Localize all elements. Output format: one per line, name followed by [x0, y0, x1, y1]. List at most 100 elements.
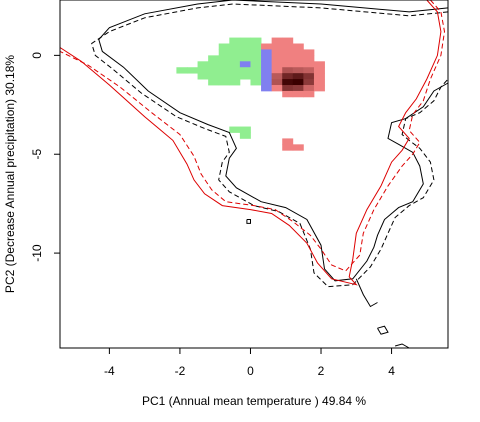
- density-cell: [239, 37, 251, 44]
- density-cell: [250, 43, 262, 50]
- density-cell: [292, 85, 304, 92]
- y-axis-label: PC2 (Decrease Annual precipitation) 30.1…: [3, 55, 17, 293]
- density-cell: [261, 61, 273, 68]
- x-tick-label: -4: [104, 364, 115, 378]
- density-cell: [218, 49, 230, 56]
- y-tick-label: 0: [30, 52, 44, 59]
- black-solid-contour: [377, 325, 389, 335]
- density-cell: [261, 49, 273, 56]
- density-cell: [229, 49, 241, 56]
- density-cell: [271, 67, 283, 74]
- density-cell: [208, 55, 220, 62]
- plot-frame: [59, 0, 449, 349]
- density-cell: [292, 55, 304, 62]
- density-cell: [292, 79, 304, 86]
- density-cell: [282, 37, 294, 44]
- density-cell: [197, 61, 209, 68]
- density-cell: [282, 49, 294, 56]
- density-cell: [292, 73, 304, 80]
- density-cell: [218, 43, 230, 50]
- density-cell: [239, 67, 251, 74]
- density-cell: [229, 79, 241, 86]
- density-cell: [303, 49, 315, 56]
- density-cell: [218, 79, 230, 86]
- density-cell: [271, 37, 283, 44]
- density-cell: [282, 79, 294, 86]
- density-cell: [261, 67, 273, 74]
- density-cell: [208, 73, 220, 80]
- density-cell: [208, 79, 220, 86]
- density-cell: [282, 85, 294, 92]
- density-cell: [313, 61, 325, 68]
- x-axis-label: PC1 (Annual mean temperature ) 49.84 %: [142, 394, 366, 408]
- density-cell: [239, 132, 251, 139]
- density-cell: [239, 73, 251, 80]
- density-cell: [261, 55, 273, 62]
- density-cell: [239, 55, 251, 62]
- density-cell: [261, 79, 273, 86]
- density-cell: [282, 90, 294, 98]
- density-cell: [271, 43, 283, 50]
- density-cell: [197, 67, 209, 74]
- density-cell: [239, 49, 251, 56]
- density-cell: [176, 67, 188, 74]
- density-cell: [292, 61, 304, 68]
- x-tick-label: 2: [318, 364, 325, 378]
- density-cell: [186, 67, 198, 74]
- y-axis: 0 -5 -10: [30, 52, 60, 262]
- density-cell: [282, 43, 294, 50]
- density-cell: [282, 73, 294, 80]
- density-cell: [250, 49, 262, 56]
- density-cell: [229, 61, 241, 68]
- density-cell: [218, 73, 230, 80]
- black-dashed-contour: [91, 3, 449, 288]
- x-axis: -4 -2 0 2 4: [104, 348, 395, 378]
- density-cell: [261, 43, 273, 50]
- contour-layer: [59, 0, 449, 349]
- density-cell: [261, 85, 273, 92]
- density-cell: [229, 67, 241, 74]
- density-cell: [197, 73, 209, 80]
- density-cell: [229, 37, 241, 44]
- density-cell: [250, 79, 262, 86]
- density-cell: [292, 49, 304, 56]
- density-cell: [271, 85, 283, 92]
- density-cell: [208, 61, 220, 68]
- density-cell: [282, 144, 294, 151]
- density-cell: [261, 73, 273, 80]
- density-cell: [229, 43, 241, 50]
- density-cell: [239, 61, 251, 68]
- black-solid-contour: [98, 0, 449, 282]
- y-tick-label: -10: [30, 244, 44, 262]
- density-cell: [271, 49, 283, 56]
- density-cell: [303, 79, 315, 86]
- density-cell: [313, 73, 325, 80]
- density-cell: [282, 138, 294, 145]
- black-solid-contour: [394, 343, 410, 349]
- density-cell: [239, 126, 251, 133]
- density-cell: [303, 90, 315, 98]
- density-cell: [292, 90, 304, 98]
- density-cell: [218, 55, 230, 62]
- density-cell: [303, 61, 315, 68]
- density-cell: [282, 67, 294, 74]
- density-cell: [271, 55, 283, 62]
- density-cell: [282, 55, 294, 62]
- x-tick-label: -2: [175, 364, 186, 378]
- red-dashed-contour: [59, 0, 446, 272]
- density-cell: [313, 85, 325, 92]
- density-cell: [271, 79, 283, 86]
- x-tick-label: 0: [247, 364, 254, 378]
- density-cell: [250, 61, 262, 68]
- density-layer: [176, 37, 325, 151]
- density-cell: [303, 73, 315, 80]
- density-cell: [303, 55, 315, 62]
- density-cell: [218, 61, 230, 68]
- density-cell: [271, 61, 283, 68]
- density-cell: [229, 126, 241, 133]
- density-cell: [218, 67, 230, 74]
- density-cell: [313, 67, 325, 74]
- density-cell: [292, 43, 304, 50]
- density-cell: [303, 67, 315, 74]
- x-tick-label: 4: [388, 364, 395, 378]
